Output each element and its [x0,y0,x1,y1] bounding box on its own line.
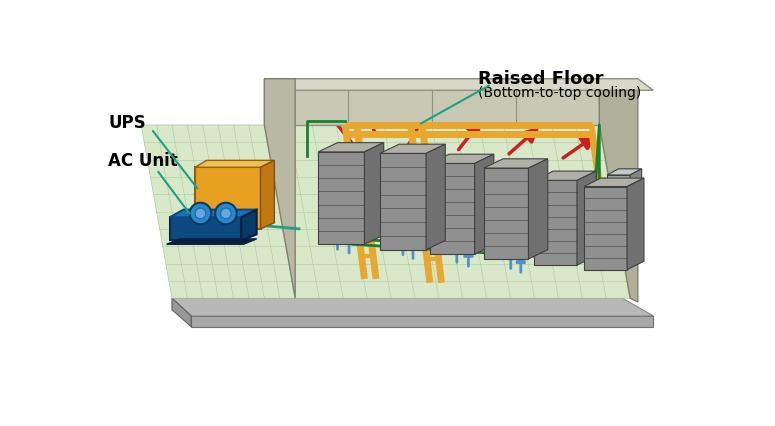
Polygon shape [577,172,596,265]
Polygon shape [167,239,257,245]
Polygon shape [260,161,274,229]
Polygon shape [264,126,630,299]
Text: Raised Floor: Raised Floor [477,69,603,87]
Polygon shape [195,168,260,229]
Polygon shape [380,145,446,154]
Polygon shape [529,159,548,259]
Polygon shape [426,145,446,250]
Polygon shape [172,299,653,316]
Polygon shape [264,80,653,91]
Polygon shape [364,143,384,245]
Polygon shape [191,316,653,327]
Polygon shape [170,218,241,241]
Polygon shape [319,143,384,153]
Polygon shape [195,161,274,168]
Polygon shape [607,176,630,245]
Circle shape [215,203,236,225]
Polygon shape [534,172,596,181]
Polygon shape [584,178,644,187]
Text: (Bottom-to-top cooling): (Bottom-to-top cooling) [477,86,641,99]
Polygon shape [264,80,295,299]
Polygon shape [430,164,474,255]
Polygon shape [484,159,548,169]
Text: AC Unit: AC Unit [108,152,177,170]
Text: UPS: UPS [108,114,146,132]
Polygon shape [264,80,599,126]
Polygon shape [141,126,295,299]
Polygon shape [241,210,257,241]
Polygon shape [380,154,426,250]
Polygon shape [172,299,191,327]
Polygon shape [474,155,494,255]
Polygon shape [484,169,529,259]
Polygon shape [430,155,494,164]
Polygon shape [170,210,257,218]
Polygon shape [584,187,627,270]
Polygon shape [319,153,364,245]
Polygon shape [630,170,642,245]
Circle shape [220,209,231,219]
Polygon shape [607,170,642,176]
Polygon shape [534,181,577,265]
Circle shape [195,209,206,219]
Polygon shape [599,80,638,302]
Circle shape [190,203,212,225]
Polygon shape [627,178,644,270]
